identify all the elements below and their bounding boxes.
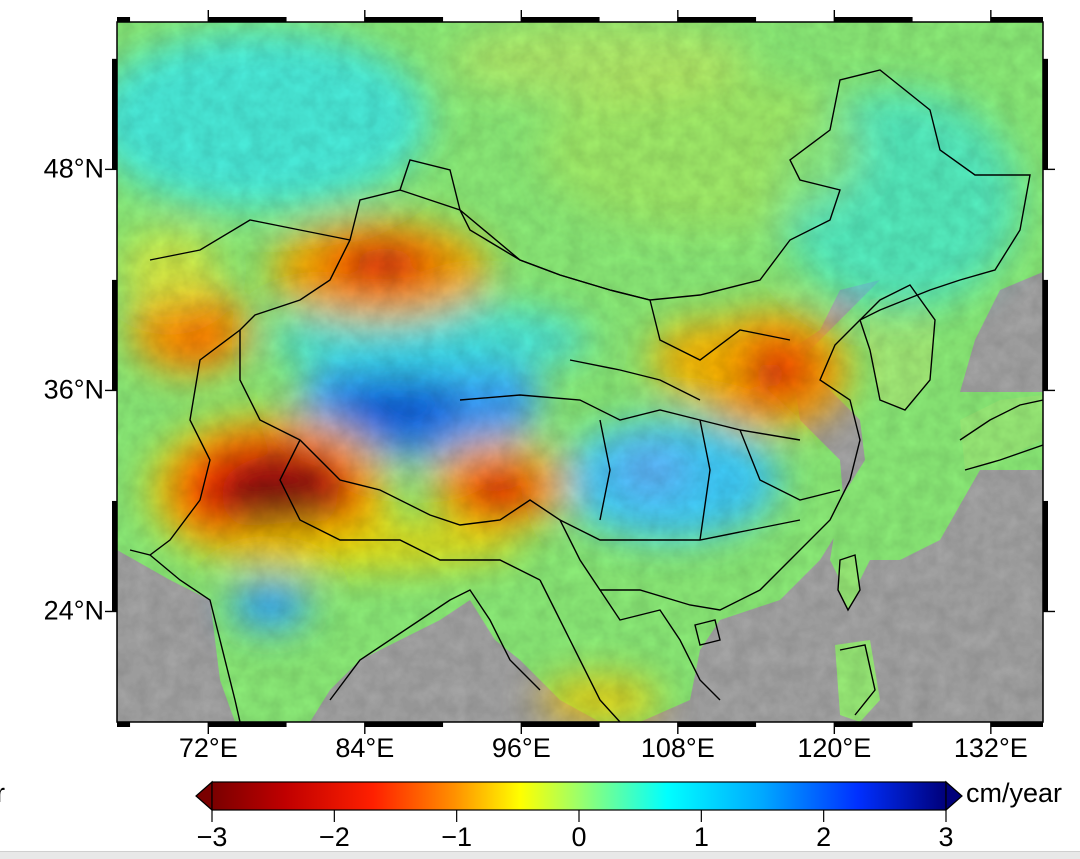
frame-segment	[521, 722, 600, 727]
frame-segment	[364, 17, 444, 22]
map-panel	[117, 22, 1043, 722]
frame-segment	[834, 722, 913, 727]
colorbar-tick-label: −2	[318, 822, 350, 852]
lon-tick-label: 132°E	[953, 733, 1028, 763]
lat-tick-label: 36°N	[43, 374, 104, 405]
country-borders	[129, 69, 1043, 722]
frame-segment	[117, 17, 131, 22]
frame-segment	[1043, 279, 1048, 391]
colorbar-tick-label: 3	[938, 822, 954, 852]
frame-segment	[117, 722, 131, 727]
colorbar-low-triangle	[195, 780, 213, 812]
colorbar-tick-label: −3	[196, 822, 228, 852]
colorbar-tick-label: 1	[693, 822, 709, 852]
frame-segment	[112, 58, 117, 170]
colorbar	[195, 780, 963, 822]
frame-segment	[208, 722, 287, 727]
colorbar-tick-label: −1	[441, 822, 473, 852]
lon-tick-label: 120°E	[797, 733, 872, 763]
frame-segment	[834, 17, 913, 22]
frame-segment	[364, 722, 444, 727]
frame-segment	[112, 279, 117, 391]
frame-segment	[990, 722, 1043, 727]
colorbar-high-triangle	[945, 780, 963, 812]
lat-tick-label: 48°N	[43, 153, 104, 184]
lon-tick-label: 96°E	[491, 733, 551, 763]
frame-segment	[1043, 58, 1048, 170]
frame-segment	[112, 500, 117, 612]
frame-segment	[677, 17, 757, 22]
lat-tick-label: 24°N	[43, 595, 104, 626]
colorbar-tick-label: 2	[816, 822, 832, 852]
frame-segment	[1043, 500, 1048, 612]
lon-tick-label: 84°E	[335, 733, 395, 763]
frame-segment	[521, 17, 600, 22]
colorbar-gradient	[211, 781, 947, 811]
colorbar-unit: cm/year	[966, 778, 1063, 808]
frame-segment	[990, 17, 1043, 22]
lon-tick-label: 108°E	[640, 733, 715, 763]
frame-ticks	[105, 10, 1055, 734]
frame-segment	[677, 722, 757, 727]
lon-tick-label: 72°E	[178, 733, 238, 763]
colorbar-tick-label: 0	[571, 822, 587, 852]
cut-off-text: r	[0, 778, 5, 808]
window-bottom-strip	[0, 851, 1080, 859]
frame-segment	[208, 17, 287, 22]
